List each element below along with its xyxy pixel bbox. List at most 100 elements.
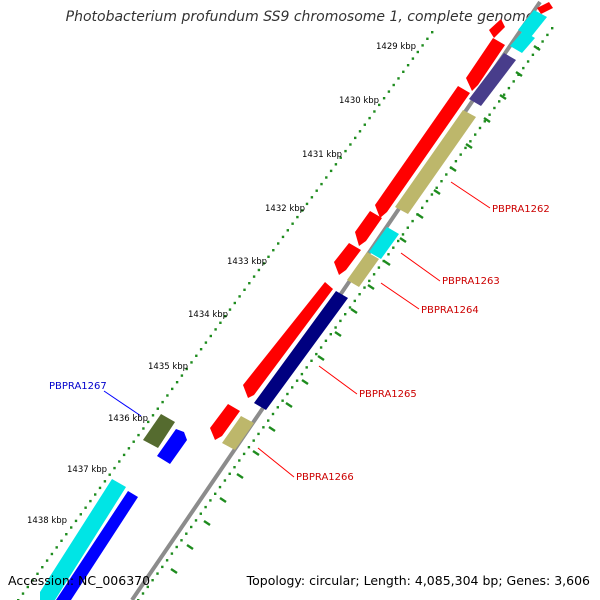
feature-blue-1267[interactable]: [157, 429, 187, 464]
feature-red-1262b[interactable]: [375, 86, 470, 218]
major-tick: [219, 497, 227, 503]
tick-dot: [502, 93, 506, 96]
gene-label-pbpra1263[interactable]: PBPRA1263: [442, 276, 500, 287]
gene-label-pbpra1266[interactable]: PBPRA1266: [296, 472, 354, 483]
feature-red-1263a[interactable]: [355, 211, 382, 246]
tick-dot: [94, 493, 97, 496]
tick-dot: [493, 106, 496, 110]
feature-slate-1262[interactable]: [469, 53, 516, 106]
tick-dot: [382, 97, 386, 100]
scale-label: 1438 kbp: [27, 516, 67, 526]
tick-dot: [469, 140, 472, 143]
feature-red-1266[interactable]: [210, 404, 240, 440]
major-tick: [515, 71, 523, 77]
tick-dot: [358, 293, 361, 296]
tick-dot: [36, 572, 39, 575]
gene-labels: PBPRA1262 PBPRA1263 PBPRA1264 PBPRA1265 …: [49, 204, 550, 483]
major-tick: [533, 45, 541, 51]
tick-dot: [483, 120, 486, 123]
genome-summary-text: Topology: circular; Length: 4,085,304 bp…: [246, 573, 590, 588]
tick-dot: [185, 367, 188, 371]
tick-dot: [522, 66, 525, 70]
tick-dot: [478, 126, 482, 130]
tick-dot: [421, 44, 424, 47]
tick-dot: [165, 559, 169, 562]
tick-dot: [392, 83, 395, 87]
tick-dot: [204, 505, 207, 509]
gene-label-pbpra1264[interactable]: PBPRA1264: [421, 305, 479, 316]
tick-dot: [45, 559, 49, 562]
tick-dot: [267, 419, 270, 422]
tick-dot: [175, 545, 178, 549]
tick-dot: [373, 110, 376, 113]
gene-label-pbpra1265[interactable]: PBPRA1265: [359, 389, 417, 400]
tick-dot: [488, 113, 491, 116]
tick-dot: [233, 301, 236, 305]
feature-red-top-2[interactable]: [489, 19, 505, 38]
tick-dot: [271, 412, 275, 416]
gene-label-pbpra1267[interactable]: PBPRA1267: [49, 381, 107, 392]
feature-red-1262a[interactable]: [466, 38, 505, 91]
tick-dot: [372, 273, 376, 276]
feature-khaki-1264[interactable]: [347, 252, 379, 287]
feature-khaki-1262[interactable]: [395, 110, 476, 214]
feature-cyan-low[interactable]: [40, 479, 126, 600]
feature-red-1263b[interactable]: [334, 243, 361, 275]
tick-dot: [325, 176, 328, 179]
major-tick: [350, 308, 358, 314]
tick-dot: [272, 249, 275, 252]
tick-dot: [464, 146, 467, 150]
tick-dot: [195, 354, 198, 357]
feature-navy-1265[interactable]: [254, 291, 348, 410]
tick-dot: [368, 279, 371, 283]
tick-dot: [425, 199, 429, 203]
tick-dot: [199, 512, 202, 515]
tick-dot: [98, 486, 102, 490]
feature-olive-1267[interactable]: [143, 414, 175, 448]
major-tick: [499, 94, 507, 100]
feature-cyan-top[interactable]: [518, 10, 547, 37]
tick-dot: [281, 399, 284, 402]
feature-cyan-1263[interactable]: [369, 227, 399, 259]
major-tick: [367, 284, 375, 290]
tick-dot: [339, 156, 342, 159]
tick-dot: [310, 359, 313, 362]
major-ticks: [170, 45, 541, 574]
tick-dot: [199, 348, 203, 351]
tick-dot: [305, 202, 309, 206]
tick-dot: [315, 352, 318, 356]
major-tick: [170, 568, 178, 574]
tick-dot: [65, 533, 68, 536]
tick-dot: [137, 433, 140, 437]
tick-dot: [546, 33, 549, 37]
tick-dot: [151, 414, 155, 417]
feature-red-top-1[interactable]: [537, 2, 553, 14]
tick-dot: [180, 374, 184, 377]
tick-dot: [146, 585, 149, 589]
feature-khaki-1266[interactable]: [222, 416, 254, 450]
tick-dot: [344, 313, 347, 316]
tick-dot: [406, 64, 410, 67]
tick-dot: [474, 133, 477, 136]
tick-dot: [238, 459, 241, 462]
tick-dot: [238, 295, 241, 298]
tick-dot: [459, 153, 462, 156]
scale-label: 1429 kbp: [376, 42, 416, 52]
tick-dot: [118, 460, 121, 463]
gene-label-pbpra1262[interactable]: PBPRA1262: [492, 204, 550, 215]
accession-text: Accession: NC_006370: [8, 573, 151, 588]
tick-dot: [431, 31, 434, 34]
feature-blue-low[interactable]: [56, 491, 138, 600]
tick-dot: [161, 565, 164, 569]
tick-dot: [185, 532, 188, 535]
tick-dot: [204, 341, 208, 344]
tick-dot: [377, 266, 381, 269]
tick-dot: [526, 60, 530, 63]
major-tick: [334, 331, 342, 337]
scale-labels: 1429 kbp 1430 kbp 1431 kbp 1432 kbp 1433 kbp…: [27, 42, 416, 526]
feature-red-1265[interactable]: [243, 282, 333, 398]
tick-dot: [387, 253, 390, 256]
tick-dot: [156, 407, 159, 410]
tick-dot: [339, 319, 342, 323]
feature-cyan-top-2[interactable]: [510, 31, 535, 53]
